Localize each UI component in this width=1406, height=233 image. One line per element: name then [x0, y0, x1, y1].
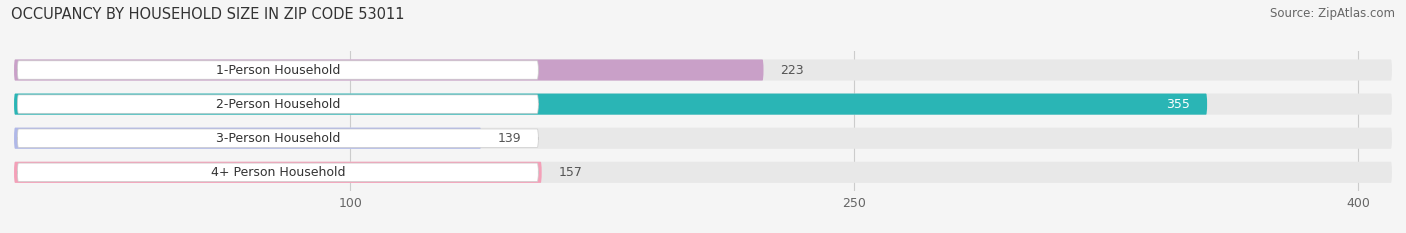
FancyBboxPatch shape [17, 95, 538, 113]
FancyBboxPatch shape [14, 162, 1392, 183]
FancyBboxPatch shape [14, 59, 1392, 81]
Text: 4+ Person Household: 4+ Person Household [211, 166, 344, 179]
Text: 3-Person Household: 3-Person Household [215, 132, 340, 145]
FancyBboxPatch shape [14, 128, 1392, 149]
Text: 355: 355 [1167, 98, 1191, 111]
FancyBboxPatch shape [14, 93, 1392, 115]
Text: Source: ZipAtlas.com: Source: ZipAtlas.com [1270, 7, 1395, 20]
FancyBboxPatch shape [17, 129, 538, 147]
FancyBboxPatch shape [14, 162, 541, 183]
Text: 2-Person Household: 2-Person Household [215, 98, 340, 111]
FancyBboxPatch shape [14, 128, 481, 149]
FancyBboxPatch shape [17, 163, 538, 182]
Text: 223: 223 [780, 64, 804, 76]
Text: 157: 157 [558, 166, 582, 179]
Text: 139: 139 [498, 132, 522, 145]
Text: OCCUPANCY BY HOUSEHOLD SIZE IN ZIP CODE 53011: OCCUPANCY BY HOUSEHOLD SIZE IN ZIP CODE … [11, 7, 405, 22]
Text: 1-Person Household: 1-Person Household [215, 64, 340, 76]
FancyBboxPatch shape [17, 61, 538, 79]
FancyBboxPatch shape [14, 59, 763, 81]
FancyBboxPatch shape [14, 93, 1208, 115]
